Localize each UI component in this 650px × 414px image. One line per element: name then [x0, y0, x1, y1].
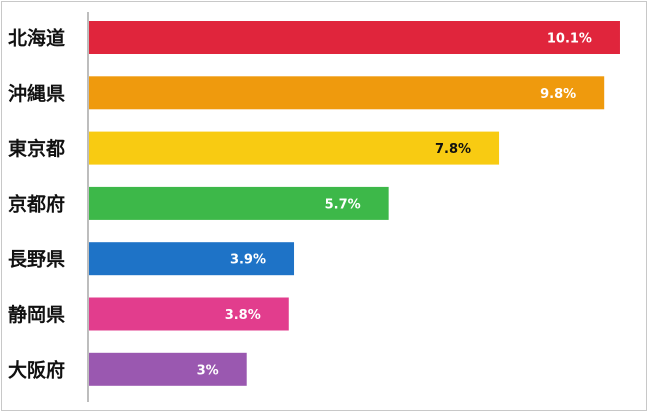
category-label: 京都府 — [8, 192, 65, 215]
category-label: 静岡県 — [8, 303, 65, 326]
bar — [89, 297, 289, 331]
bar-value-label: 5.7% — [325, 197, 361, 212]
bar — [89, 352, 247, 386]
bar — [89, 76, 605, 110]
category-label: 大阪府 — [8, 358, 65, 381]
bar — [89, 242, 295, 276]
category-label: 長野県 — [8, 249, 65, 271]
category-label: 北海道 — [8, 27, 65, 50]
category-label: 東京都 — [8, 137, 65, 160]
category-label: 沖縄県 — [8, 82, 65, 105]
bar-value-label: 9.8% — [540, 87, 576, 102]
bar — [89, 131, 500, 165]
bar-value-label: 3.8% — [225, 308, 261, 323]
bar-value-label: 3.9% — [230, 253, 266, 268]
bar-value-label: 7.8% — [435, 142, 471, 157]
bar — [89, 21, 620, 54]
bar — [89, 186, 389, 220]
bar-value-label: 3% — [197, 363, 219, 378]
bar-value-label: 10.1% — [547, 32, 592, 47]
